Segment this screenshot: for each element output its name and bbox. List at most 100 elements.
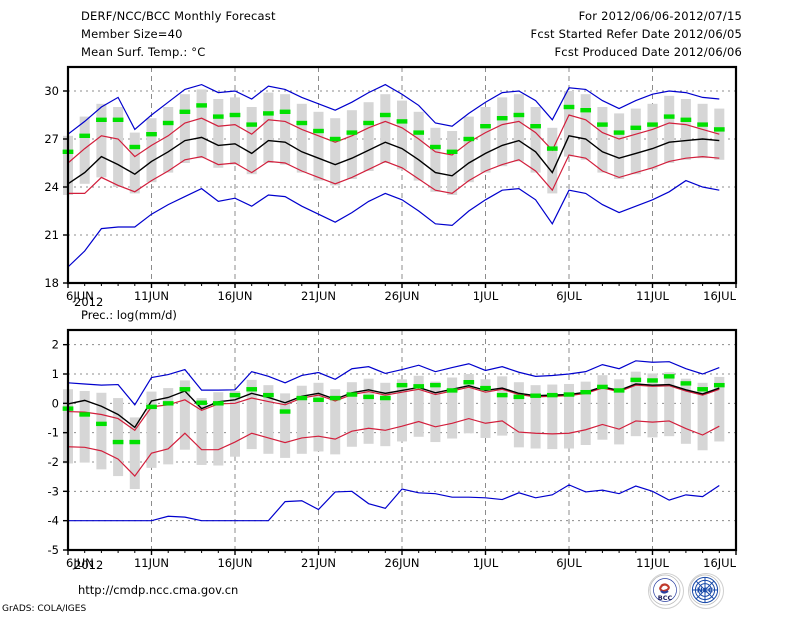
temperature-observed-marker [346, 130, 358, 135]
precipitation-observed-marker [630, 377, 642, 383]
temperature-spread-box [463, 116, 474, 183]
temperature-observed-marker [112, 117, 124, 122]
temperature-observed-marker [563, 104, 575, 110]
precipitation-observed-marker [530, 393, 541, 398]
temperature-spread-box [380, 94, 391, 163]
precipitation-spread-box [146, 391, 157, 468]
temp-unit-label: Mean Surf. Temp.: °C [81, 45, 206, 59]
precipitation-spread-box [563, 383, 575, 449]
temperature-spread-box [96, 103, 107, 178]
precipitation-spread-box [196, 398, 207, 465]
temperature-observed-marker [79, 133, 91, 138]
forecast-range-label: For 2012/06/06-2012/07/15 [578, 9, 742, 23]
temperature-observed-marker [647, 122, 658, 127]
temperature-spread-box [563, 91, 575, 157]
temperature-observed-marker [613, 130, 625, 135]
temperature-observed-marker [363, 120, 374, 126]
precipitation-observed-marker [229, 392, 241, 398]
bcc-logo: BCC [648, 573, 684, 609]
member-size-label: Member Size=40 [81, 27, 183, 41]
precipitation-spread-box [463, 374, 474, 434]
precipitation-observed-marker [79, 412, 91, 417]
precipitation-observed-marker [162, 401, 174, 406]
precipitation-observed-marker [363, 394, 374, 400]
website-url[interactable]: http://cmdp.ncc.cma.gov.cn [78, 583, 239, 597]
precipitation-spread-box [129, 417, 140, 489]
temperature-xtick-label: 26JUN [384, 289, 419, 303]
precipitation-ytick-label: 0 [52, 396, 59, 410]
precipitation-series-upper_quartile [67, 384, 720, 432]
temperature-spread-box [129, 132, 140, 194]
temperature-observed-marker [680, 117, 692, 122]
temperature-spread-box [647, 103, 658, 170]
precipitation-observed-marker [697, 387, 708, 392]
temperature-spread-box [664, 95, 675, 163]
temperature-spread-box [680, 99, 691, 160]
precipitation-spread-box [246, 379, 257, 450]
precipitation-spread-box [163, 388, 174, 465]
temperature-spread-box [113, 107, 124, 187]
precipitation-xtick-label: 6JUL [556, 556, 582, 570]
temperature-series-ensemble_mean [67, 135, 720, 185]
temperature-spread-box [179, 94, 190, 163]
temperature-ytick-label: 27 [44, 132, 59, 146]
precipitation-spread-box [680, 378, 691, 444]
precipitation-xtick-label: 26JUN [384, 556, 419, 570]
precipitation-xtick-label: 1JUL [473, 556, 499, 570]
precipitation-spread-box [513, 382, 524, 448]
temperature-xtick-label: 16JUN [217, 289, 252, 303]
precipitation-observed-marker [513, 394, 525, 400]
precipitation-observed-marker [246, 387, 258, 392]
page-title: DERF/NCC/BCC Monthly Forecast [81, 9, 276, 23]
temperature-observed-marker [313, 128, 324, 134]
precipitation-ytick-label: -3 [48, 484, 59, 498]
temperature-observed-marker [530, 124, 541, 129]
temperature-observed-marker [96, 117, 107, 122]
precipitation-observed-marker [379, 395, 391, 401]
precipitation-observed-marker [279, 409, 291, 414]
temperature-spread-box [246, 107, 257, 175]
temperature-observed-marker [129, 144, 141, 150]
precipitation-spread-box [697, 382, 708, 451]
temperature-observed-marker [229, 112, 241, 118]
temperature-spread-box [313, 111, 324, 181]
temperature-ytick-label: 30 [44, 84, 59, 98]
precipitation-observed-marker [680, 381, 692, 386]
precipitation-spread-box [664, 372, 675, 437]
temp-axis-year-label: 2012 [74, 295, 104, 309]
temperature-spread-box [480, 107, 491, 173]
svg-text:BCC: BCC [658, 594, 673, 602]
precipitation-observed-marker [546, 392, 558, 398]
precipitation-ytick-label: 1 [52, 367, 59, 381]
temperature-spread-box [280, 94, 291, 165]
precipitation-spread-box [346, 382, 357, 447]
temperature-observed-marker [246, 122, 258, 127]
temperature-spread-box [430, 127, 441, 192]
temperature-observed-marker [697, 122, 708, 127]
temperature-spread-box [146, 118, 157, 183]
temperature-observed-marker [580, 108, 592, 113]
temperature-series-upper_quartile [67, 114, 720, 164]
precipitation-observed-marker [580, 389, 592, 395]
temperature-spread-box [447, 131, 458, 195]
precipitation-observed-marker [129, 439, 141, 445]
temperature-observed-marker [446, 149, 458, 154]
temperature-observed-marker [463, 136, 475, 142]
temperature-spread-box [630, 108, 641, 175]
precipitation-spread-box [313, 382, 324, 452]
precipitation-observed-marker [263, 392, 274, 398]
precipitation-xtick-label: 16JUL [703, 556, 736, 570]
precipitation-series-max [67, 360, 720, 406]
temperature-spread-box [597, 107, 608, 173]
precipitation-spread-box [396, 379, 408, 442]
precipitation-observed-marker [480, 385, 491, 391]
temperature-spread-box [213, 99, 224, 168]
precipitation-spread-box [597, 375, 608, 440]
precipitation-observed-marker [96, 421, 107, 427]
temperature-spread-box [163, 107, 174, 173]
precipitation-observed-marker [329, 395, 341, 401]
precipitation-spread-box [530, 385, 541, 449]
temperature-observed-marker [212, 114, 224, 119]
precipitation-xtick-label: 11JUL [636, 556, 669, 570]
temperature-spread-box [580, 94, 591, 160]
